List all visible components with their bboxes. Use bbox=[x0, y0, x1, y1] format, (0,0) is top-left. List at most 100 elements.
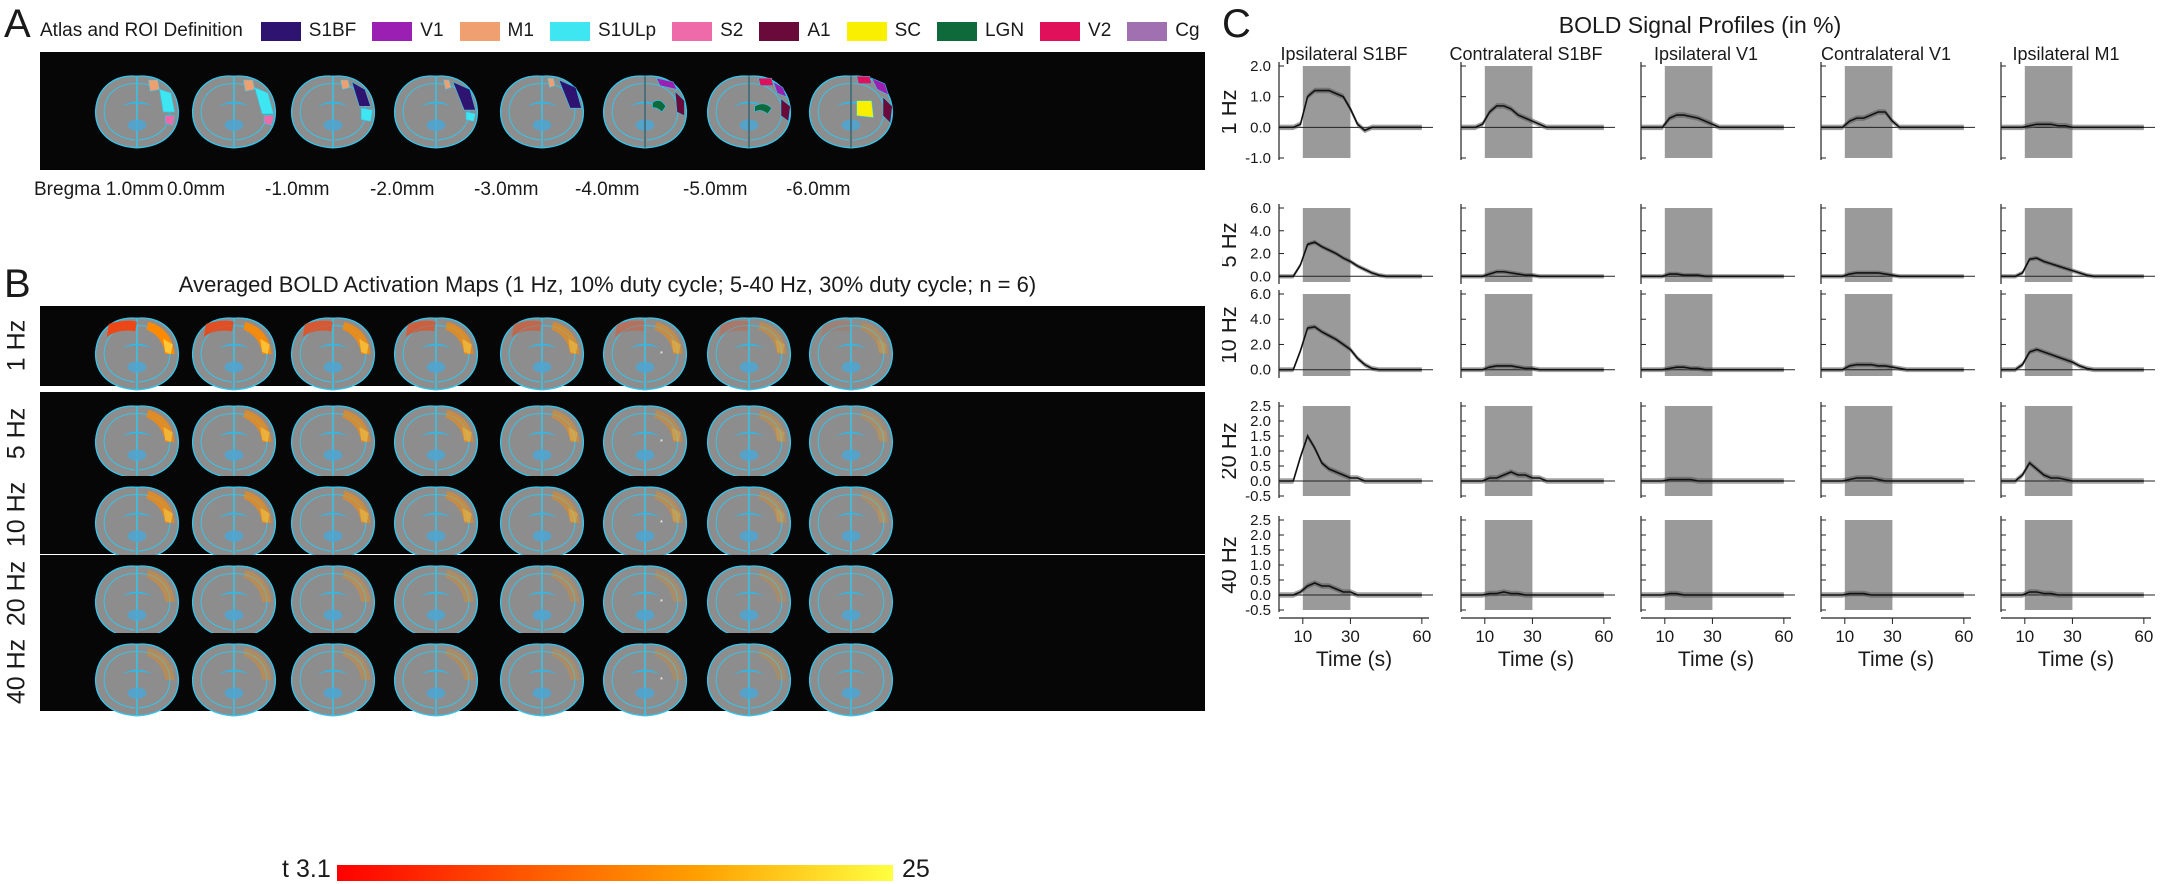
activation-row-label: 20 Hz bbox=[2, 560, 31, 627]
y-tick-label: -0.5 bbox=[1245, 602, 1271, 619]
error-band bbox=[2001, 255, 2144, 279]
error-band bbox=[2001, 589, 2144, 598]
x-tick-label: 60 bbox=[1954, 627, 1973, 646]
chart-title: BOLD Signal Profiles (in %) bbox=[1558, 12, 1842, 38]
bregma-label: 0.0mm bbox=[167, 179, 226, 200]
column-header: Ipsilateral S1BF bbox=[1280, 44, 1407, 64]
error-band bbox=[1279, 433, 1422, 484]
bregma-label: -3.0mm bbox=[474, 179, 539, 200]
activation-row: * bbox=[40, 555, 1205, 639]
brain-slice bbox=[499, 75, 585, 149]
bold-profiles-chart: Ipsilateral S1BF Contralateral S1BF Ipsila… bbox=[1222, 44, 2155, 671]
brain-slice bbox=[706, 643, 792, 717]
x-tick-label: 30 bbox=[1341, 627, 1360, 646]
legend-item-s1ulp: S1ULp bbox=[549, 20, 656, 42]
error-band bbox=[2001, 347, 2144, 373]
legend-label: M1 bbox=[507, 20, 534, 41]
stimulus-window bbox=[1302, 520, 1351, 610]
t-colorbar bbox=[337, 865, 893, 881]
svg-text:*: * bbox=[660, 518, 663, 527]
signal-line bbox=[2001, 123, 2144, 129]
brain-slice bbox=[808, 317, 894, 391]
stimulus-window bbox=[1302, 66, 1351, 158]
stimulus-window bbox=[1484, 294, 1533, 376]
row-label: 40 Hz bbox=[1222, 536, 1241, 593]
y-tick-label: 2.0 bbox=[1250, 58, 1271, 75]
signal-line bbox=[1279, 89, 1422, 132]
legend-swatch bbox=[459, 21, 500, 41]
stimulus-window bbox=[1484, 406, 1533, 496]
brain-slice bbox=[499, 486, 585, 560]
svg-text:*: * bbox=[660, 437, 663, 446]
legend-item-s2: S2 bbox=[672, 20, 743, 42]
x-tick-label: 60 bbox=[1412, 627, 1431, 646]
error-band bbox=[1279, 324, 1422, 373]
brain-slice: * bbox=[602, 486, 688, 560]
signal-line bbox=[1461, 591, 1604, 596]
error-band bbox=[1461, 103, 1604, 131]
brain-slice bbox=[94, 75, 180, 149]
legend-swatch bbox=[936, 21, 977, 41]
y-tick-label: 2.5 bbox=[1250, 398, 1271, 415]
panel-c-letter: C bbox=[1222, 2, 1251, 46]
brain-slice bbox=[191, 486, 277, 560]
y-tick-label: 0.0 bbox=[1250, 473, 1271, 490]
column-header: Contralateral S1BF bbox=[1449, 44, 1602, 64]
brain-slice: * bbox=[602, 643, 688, 717]
activation-row-label: 40 Hz bbox=[2, 638, 31, 705]
legend-item-cg: Cg bbox=[1127, 20, 1200, 42]
activation-row-label: 10 Hz bbox=[2, 481, 31, 548]
brain-slice bbox=[808, 486, 894, 560]
svg-text:*: * bbox=[660, 349, 663, 358]
brain-slice bbox=[191, 643, 277, 717]
x-tick-label: 60 bbox=[1774, 627, 1793, 646]
x-tick-label: 30 bbox=[1523, 627, 1542, 646]
legend-label: SC bbox=[894, 20, 921, 41]
x-tick-label: 30 bbox=[1703, 627, 1722, 646]
x-axis-label: Time (s) bbox=[1678, 648, 1754, 671]
error-band bbox=[2001, 121, 2144, 131]
legend-label: S1BF bbox=[308, 20, 357, 41]
roi-legend: Atlas and ROI Definition S1BF V1 M1 S1ULp S2… bbox=[40, 12, 1216, 50]
legend-swatch bbox=[1040, 21, 1081, 41]
legend-item-v2: V2 bbox=[1040, 20, 1111, 42]
signal-line bbox=[2001, 591, 2144, 596]
y-tick-label: -0.5 bbox=[1245, 488, 1271, 505]
x-axis-label: Time (s) bbox=[1316, 648, 1392, 671]
activation-row-label: 5 Hz bbox=[2, 407, 31, 460]
y-tick-label: 6.0 bbox=[1250, 286, 1271, 303]
y-tick-label: 1.0 bbox=[1250, 89, 1271, 106]
brain-slice bbox=[706, 405, 792, 479]
brain-slice bbox=[393, 317, 479, 391]
brain-slice bbox=[393, 75, 479, 149]
stimulus-window bbox=[1664, 66, 1713, 158]
column-header: Contralateral V1 bbox=[1821, 44, 1951, 64]
signal-line bbox=[1641, 273, 1784, 278]
brain-slice bbox=[602, 75, 688, 149]
legend-label: A1 bbox=[807, 20, 831, 41]
brain-slice bbox=[290, 565, 376, 639]
stimulus-window bbox=[2024, 66, 2073, 158]
y-tick-label: -1.0 bbox=[1245, 150, 1271, 167]
brain-slice bbox=[191, 405, 277, 479]
error-band bbox=[1461, 589, 1604, 598]
stimulus-window bbox=[2024, 406, 2073, 496]
activation-row-label: 1 Hz bbox=[2, 319, 31, 372]
y-tick-label: 6.0 bbox=[1250, 200, 1271, 217]
signal-line bbox=[1461, 270, 1604, 278]
x-tick-label: 60 bbox=[2134, 627, 2153, 646]
x-tick-label: 10 bbox=[2015, 627, 2034, 646]
colorbar-max: 25 bbox=[902, 855, 930, 883]
brain-slice bbox=[499, 643, 585, 717]
brain-slice bbox=[706, 486, 792, 560]
activation-row: * bbox=[40, 392, 1205, 479]
legend-item-a1: A1 bbox=[759, 20, 831, 42]
brain-slice bbox=[706, 317, 792, 391]
brain-slice bbox=[94, 486, 180, 560]
atlas-strip bbox=[40, 52, 1205, 170]
bregma-label: Bregma 1.0mm bbox=[34, 179, 164, 200]
error-band bbox=[1279, 580, 1422, 598]
stimulus-window bbox=[1484, 208, 1533, 282]
brain-slice bbox=[290, 643, 376, 717]
brain-slice bbox=[393, 486, 479, 560]
